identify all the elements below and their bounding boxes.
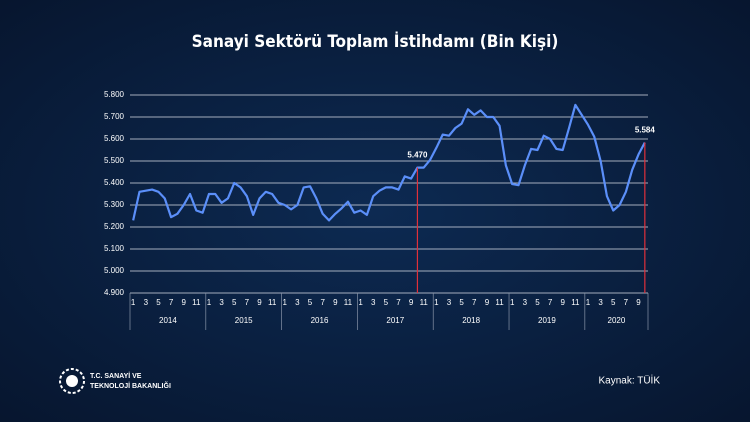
x-group-label: 2019 bbox=[538, 316, 556, 325]
value-label: 5.470 bbox=[407, 151, 428, 160]
x-tick-label: 5 bbox=[535, 298, 540, 307]
line bbox=[132, 103, 646, 222]
x-tick-label: 3 bbox=[447, 298, 452, 307]
x-tick-label: 3 bbox=[295, 298, 300, 307]
x-tick-label: 9 bbox=[560, 298, 565, 307]
y-tick-label: 5.600 bbox=[104, 134, 125, 143]
x-group-label: 2014 bbox=[159, 316, 177, 325]
y-tick-label: 5.300 bbox=[104, 200, 125, 209]
x-tick-label: 11 bbox=[192, 298, 201, 307]
x-tick-label: 11 bbox=[268, 298, 277, 307]
x-tick-label: 1 bbox=[207, 298, 212, 307]
x-tick-label: 9 bbox=[636, 298, 641, 307]
x-tick-label: 5 bbox=[611, 298, 616, 307]
x-tick-label: 1 bbox=[510, 298, 515, 307]
x-tick-label: 3 bbox=[598, 298, 603, 307]
x-tick-label: 3 bbox=[523, 298, 528, 307]
y-tick-label: 5.500 bbox=[104, 156, 125, 165]
x-tick-label: 5 bbox=[459, 298, 464, 307]
source: Kaynak: TÜİK bbox=[598, 374, 660, 387]
x-tick-label: 11 bbox=[495, 298, 504, 307]
ministry-name: T.C. SANAYİ VE bbox=[90, 372, 142, 380]
x-tick-label: 1 bbox=[358, 298, 363, 307]
chart-title: Sanayi Sektörü Toplam İstihdamı (Bin Kiş… bbox=[192, 30, 559, 52]
x-tick-label: 9 bbox=[333, 298, 338, 307]
x-group-label: 2020 bbox=[608, 316, 626, 325]
y-tick-label: 5.200 bbox=[104, 222, 125, 231]
x-tick-label: 7 bbox=[624, 298, 629, 307]
x-tick-label: 9 bbox=[409, 298, 414, 307]
logo bbox=[59, 368, 85, 394]
x-tick-label: 9 bbox=[181, 298, 186, 307]
x-tick-label: 7 bbox=[320, 298, 325, 307]
ministry-name: TEKNOLOJİ BAKANLIĞI bbox=[90, 381, 171, 390]
x-tick-label: 7 bbox=[548, 298, 553, 307]
x-group-label: 2015 bbox=[235, 316, 253, 325]
y-tick-label: 5.400 bbox=[104, 178, 125, 187]
x-tick-label: 11 bbox=[571, 298, 580, 307]
x-tick-label: 3 bbox=[144, 298, 149, 307]
x-tick-label: 9 bbox=[485, 298, 490, 307]
x-tick-label: 5 bbox=[232, 298, 237, 307]
x-tick-label: 1 bbox=[283, 298, 288, 307]
y-tick-label: 5.100 bbox=[104, 244, 125, 253]
x-tick-label: 9 bbox=[257, 298, 262, 307]
x-tick-label: 5 bbox=[308, 298, 313, 307]
x-tick-label: 7 bbox=[245, 298, 250, 307]
value-label: 5.584 bbox=[635, 126, 656, 135]
x-tick-label: 5 bbox=[156, 298, 161, 307]
y-tick-label: 4.900 bbox=[104, 288, 125, 297]
x-tick-label: 11 bbox=[344, 298, 353, 307]
x-tick-label: 1 bbox=[434, 298, 439, 307]
x-tick-label: 3 bbox=[219, 298, 224, 307]
x-tick-label: 7 bbox=[169, 298, 174, 307]
x-tick-label: 3 bbox=[371, 298, 376, 307]
x-group-label: 2016 bbox=[311, 316, 329, 325]
x-tick-label: 7 bbox=[472, 298, 477, 307]
x-group-label: 2018 bbox=[462, 316, 480, 325]
x-group-label: 2017 bbox=[386, 316, 404, 325]
y-tick-label: 5.000 bbox=[104, 266, 125, 275]
x-tick-label: 1 bbox=[586, 298, 591, 307]
x-tick-label: 5 bbox=[384, 298, 389, 307]
y-tick-label: 5.700 bbox=[104, 112, 125, 121]
y-tick-label: 5.800 bbox=[104, 90, 125, 99]
x-tick-label: 7 bbox=[396, 298, 401, 307]
x-tick-label: 1 bbox=[131, 298, 136, 307]
x-tick-label: 11 bbox=[420, 298, 429, 307]
